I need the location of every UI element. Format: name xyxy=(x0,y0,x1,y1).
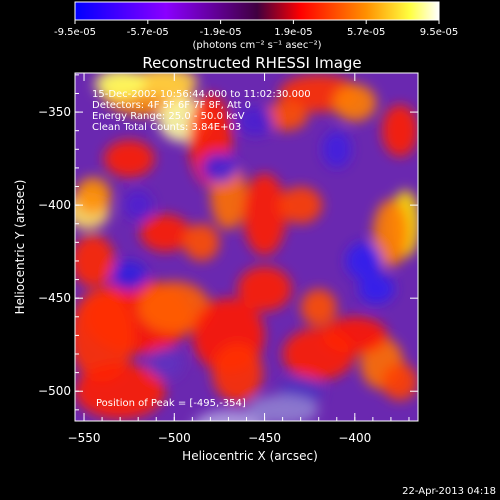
colorbar-ticks: -9.5e-05 -5.7e-05 -1.9e-05 1.9e-05 5.7e-05 9.… xyxy=(54,20,458,38)
emission-blob xyxy=(278,186,323,224)
footer-date: 22-Apr-2013 04:18 xyxy=(402,486,496,497)
emission-blob xyxy=(264,100,308,131)
y-axis-label: Heliocentric Y (arcsec) xyxy=(13,180,27,315)
annotation-time-range: 15-Dec-2002 10:56:44.000 to 11:02:30.000 xyxy=(92,89,311,100)
colorbar-tick-label: 5.7e-05 xyxy=(347,27,385,38)
emission-blob xyxy=(75,177,112,215)
annotation-energy: Energy Range: 25.0 - 50.0 keV xyxy=(92,111,245,122)
colorbar-tick-label: -1.9e-05 xyxy=(200,27,242,38)
y-tick-label: −450 xyxy=(38,291,71,305)
peak-position-label: Position of Peak = [-495,-354] xyxy=(96,398,246,409)
chart-title: Reconstructed RHESSI Image xyxy=(142,54,361,72)
emission-blob xyxy=(201,153,238,183)
emission-blob xyxy=(212,342,263,403)
y-axis: −350 −400 −450 −500 xyxy=(38,74,418,411)
emission-blob xyxy=(333,84,377,122)
colorbar-tick-label: -5.7e-05 xyxy=(127,27,169,38)
emission-blob xyxy=(75,363,166,420)
y-tick-label: −350 xyxy=(38,105,71,119)
emission-blob xyxy=(111,260,148,291)
emission-blob xyxy=(381,363,418,401)
annotation-detectors: Detectors: 4F 5F 6F 7F 8F, Att 0 xyxy=(92,100,251,111)
emission-blob xyxy=(237,106,274,137)
emission-blob xyxy=(381,104,418,157)
x-tick-label: −450 xyxy=(248,431,281,445)
emission-blob xyxy=(75,234,115,288)
emission-blob xyxy=(322,130,352,168)
emission-blob xyxy=(94,73,146,100)
emission-blob xyxy=(237,266,292,312)
emission-blob xyxy=(345,242,382,280)
emission-blob xyxy=(183,223,220,261)
x-axis: −550 −500 −450 −400 xyxy=(68,73,410,445)
annotation-clean-counts: Clean Total Counts: 3.84E+03 xyxy=(92,122,241,133)
emission-blob xyxy=(123,190,153,221)
heatmap-image xyxy=(75,73,418,421)
emission-blob xyxy=(132,73,198,98)
emission-blob xyxy=(282,327,355,381)
colorbar-tick-label: 9.5e-05 xyxy=(420,27,458,38)
emission-blob xyxy=(138,281,211,334)
emission-blob xyxy=(358,273,395,304)
emission-blob xyxy=(372,199,409,267)
x-tick-label: −550 xyxy=(68,431,101,445)
emission-blob xyxy=(139,214,191,252)
emission-blob xyxy=(300,288,337,327)
y-tick-label: −500 xyxy=(38,384,71,398)
x-tick-label: −400 xyxy=(338,431,371,445)
x-tick-label: −500 xyxy=(158,431,191,445)
emission-blob xyxy=(195,409,262,421)
colorbar xyxy=(74,1,440,21)
emission-blob xyxy=(242,173,287,256)
y-tick-label: −400 xyxy=(38,198,71,212)
emission-blob xyxy=(147,348,184,379)
emission-blob xyxy=(103,139,155,178)
colorbar-tick-label: -9.5e-05 xyxy=(54,27,96,38)
colorbar-unit-label: (photons cm⁻² s⁻¹ asec⁻²) xyxy=(192,40,321,51)
emission-blob xyxy=(75,288,135,382)
colorbar-tick-label: 1.9e-05 xyxy=(274,27,312,38)
x-axis-label: Heliocentric X (arcsec) xyxy=(182,449,318,463)
